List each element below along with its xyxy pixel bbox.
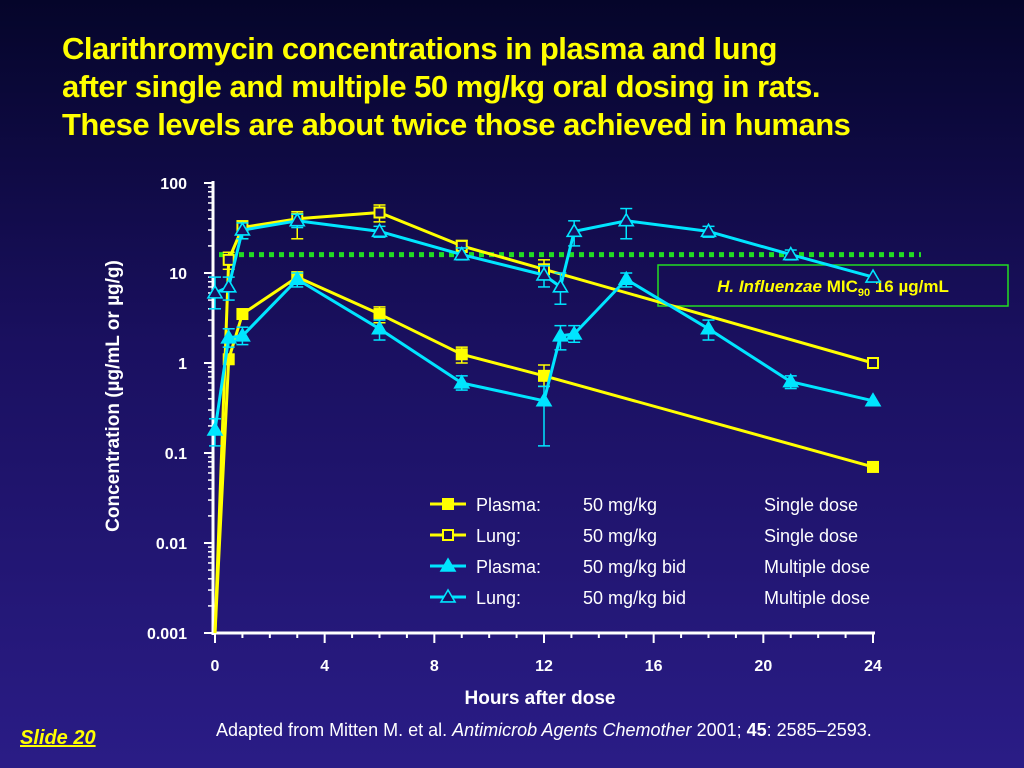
legend-series-dose: 50 mg/kg (583, 526, 657, 546)
data-point (236, 308, 249, 321)
x-tick-label: 24 (864, 658, 882, 675)
x-tick-label: 20 (754, 658, 772, 675)
legend-swatch-marker (442, 498, 454, 510)
legend-series-dose: 50 mg/kg (583, 495, 657, 515)
data-point (700, 320, 717, 335)
title-line-2: after single and multiple 50 mg/kg oral … (62, 69, 821, 104)
citation-prefix: Adapted from Mitten M. et al. (216, 720, 453, 740)
data-point (565, 222, 583, 238)
legend-series-name: Plasma: (476, 557, 541, 577)
citation: Adapted from Mitten M. et al. Antimicrob… (216, 720, 872, 741)
legend-series-dose: 50 mg/kg bid (583, 588, 686, 608)
data-point (220, 329, 238, 344)
legend-item-1: Plasma: 50 mg/kg Single dose (430, 495, 858, 515)
citation-volume: 45 (746, 720, 767, 740)
legend-series-dose: 50 mg/kg bid (583, 557, 686, 577)
data-point (565, 325, 583, 340)
x-axis-label: Hours after dose (465, 688, 616, 709)
legend-swatch-marker (439, 557, 457, 572)
y-tick-label: 10 (169, 266, 187, 283)
legend-item-3: Plasma: 50 mg/kg bid Multiple dose (430, 557, 870, 577)
y-tick-label: 0.01 (156, 536, 187, 553)
x-tick-label: 16 (645, 658, 663, 675)
data-point (867, 357, 879, 369)
x-tick-label: 4 (320, 658, 329, 675)
citation-pages: : 2585–2593. (766, 720, 872, 740)
mic-label: H. Influenzae MIC90 16 µg/mL (717, 277, 949, 299)
mic-value: 16 µg/mL (870, 277, 949, 296)
data-point (617, 212, 635, 227)
x-tick-label: 8 (430, 658, 439, 675)
data-point (234, 221, 251, 236)
legend-swatch-marker (442, 529, 454, 541)
data-point (288, 270, 306, 286)
data-point (373, 206, 386, 219)
series-1 (213, 271, 879, 634)
legend-series-name: Plasma: (476, 495, 541, 515)
data-point (552, 278, 569, 293)
data-point (535, 392, 553, 407)
data-point (867, 460, 879, 473)
data-point (700, 222, 717, 238)
x-tick-label: 0 (211, 658, 220, 675)
data-point (453, 246, 471, 261)
y-axis-label: Concentration (µg/mL or µg/g) (103, 260, 124, 532)
data-point (222, 253, 235, 266)
data-point (220, 278, 238, 293)
legend-swatch-marker (439, 588, 457, 603)
legend-series-name: Lung: (476, 588, 521, 608)
legend-item-4: Lung: 50 mg/kg bid Multiple dose (430, 588, 870, 608)
data-point (455, 348, 468, 361)
x-tick-label: 12 (535, 658, 553, 675)
y-tick-label: 0.001 (147, 626, 187, 643)
data-point (288, 212, 306, 227)
data-point (371, 320, 388, 335)
data-point (371, 222, 388, 238)
data-point (538, 369, 550, 382)
data-point (782, 373, 800, 388)
data-point (864, 268, 882, 283)
title-line-3: These levels are about twice those achie… (62, 107, 851, 142)
data-point (234, 327, 251, 342)
data-point (617, 270, 635, 286)
title-line-1: Clarithromycin concentrations in plasma … (62, 31, 777, 66)
data-point (535, 266, 553, 281)
data-point (864, 392, 882, 407)
y-tick-label: 1 (178, 356, 187, 373)
legend-series-regimen: Multiple dose (764, 588, 870, 608)
citation-year: 2001; (691, 720, 747, 740)
series-3 (206, 270, 882, 447)
data-point (552, 327, 569, 342)
legend-series-name: Lung: (476, 526, 521, 546)
slide-title: Clarithromycin concentrations in plasma … (62, 30, 1002, 144)
slide-number[interactable]: Slide 20 (20, 727, 96, 749)
data-point (206, 421, 224, 436)
y-tick-label: 100 (160, 176, 187, 193)
data-point (453, 374, 471, 389)
legend-series-regimen: Multiple dose (764, 557, 870, 577)
legend-series-regimen: Single dose (764, 526, 858, 546)
data-point (782, 246, 800, 261)
legend-series-regimen: Single dose (764, 495, 858, 515)
series-line (213, 275, 874, 634)
mic-subscript: 90 (858, 287, 870, 299)
series-4 (206, 207, 882, 310)
data-point (206, 284, 224, 299)
citation-journal: Antimicrob Agents Chemother (452, 720, 692, 740)
legend-item-2: Lung: 50 mg/kg Single dose (430, 526, 858, 546)
mic-organism: H. Influenzae (717, 277, 822, 296)
data-point (373, 308, 386, 321)
mic-text: MIC (822, 277, 858, 296)
y-tick-label: 0.1 (165, 446, 187, 463)
